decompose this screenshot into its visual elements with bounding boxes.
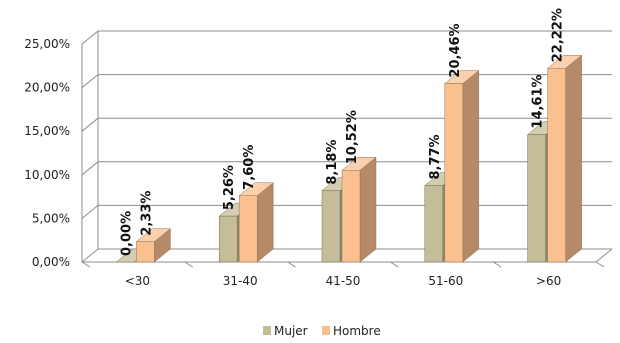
x-tick	[184, 261, 194, 268]
data-label: 2,33%	[139, 191, 154, 236]
data-label: 22,22%	[551, 8, 566, 62]
bar-hombre	[238, 182, 274, 263]
gridline-side	[81, 74, 99, 88]
y-tick-label: 25,00%	[24, 37, 70, 51]
gridline-side	[81, 248, 99, 263]
x-category-label: 41-50	[326, 274, 361, 288]
legend-label: Hombre	[333, 324, 381, 338]
y-tick-label: 0,00%	[32, 255, 70, 269]
data-label: 10,52%	[345, 110, 360, 164]
legend-item-hombre: Hombre	[322, 324, 381, 338]
legend-label: Mujer	[274, 324, 308, 338]
x-tick	[492, 261, 502, 268]
x-category-label: 51-60	[428, 274, 463, 288]
x-tick	[81, 261, 91, 268]
x-category-label: >60	[536, 274, 561, 288]
bars: 0,00% 2,33% 5,26% 7,60% 8,18% 10,52% 8,77% 20,4…	[115, 8, 583, 263]
y-tick-label: 10,00%	[24, 168, 70, 182]
gridline-side	[81, 30, 99, 45]
floor-edge	[595, 248, 613, 263]
data-label: 8,77%	[428, 134, 443, 179]
y-tick-label: 5,00%	[32, 211, 70, 225]
data-label: 8,18%	[325, 140, 340, 185]
legend-swatch	[263, 326, 271, 335]
y-tick-label: 20,00%	[24, 81, 70, 95]
data-label: 0,00%	[119, 211, 134, 256]
gridline-side	[81, 117, 99, 132]
x-tick	[390, 261, 399, 268]
bar-hombre	[135, 228, 172, 263]
bar-hombre	[444, 70, 480, 263]
legend: Mujer Hombre	[263, 324, 381, 338]
x-category-label: <30	[125, 274, 150, 288]
legend-swatch	[322, 326, 330, 335]
bar-hombre	[546, 54, 583, 263]
data-label: 14,61%	[531, 74, 546, 128]
x-tick	[595, 261, 605, 268]
legend-item-mujer: Mujer	[263, 324, 308, 338]
y-tick-label: 15,00%	[24, 124, 70, 138]
gridline-side	[81, 205, 99, 219]
gridline-side	[81, 161, 99, 176]
data-label: 20,46%	[448, 23, 463, 77]
y-axis-ticks: 0,00% 5,00% 10,00% 15,00% 20,00% 25,00%	[24, 37, 70, 269]
x-category-label: 31-40	[223, 274, 258, 288]
data-label: 7,60%	[242, 145, 257, 190]
bar-hombre	[341, 156, 377, 263]
x-axis-categories: <30 31-40 41-50 51-60 >60	[125, 274, 562, 288]
x-tick	[287, 261, 296, 268]
data-label: 5,26%	[222, 165, 237, 210]
